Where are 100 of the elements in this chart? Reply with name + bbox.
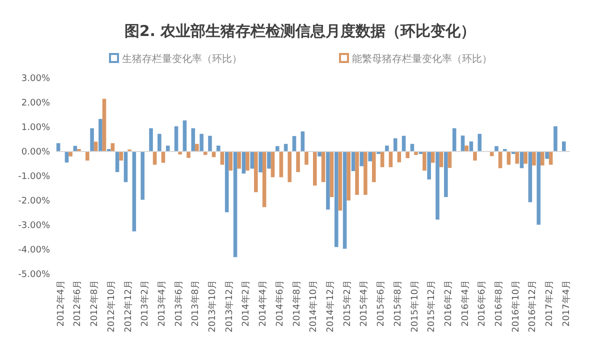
bar (250, 152, 254, 169)
bar (166, 146, 170, 152)
bar (464, 146, 468, 152)
x-tick-label: 2012年4月 (55, 280, 66, 327)
bar (267, 152, 271, 169)
y-tick-label: -1.00% (18, 172, 50, 182)
bar (524, 152, 528, 164)
x-tick-label: 2014年2月 (240, 280, 252, 327)
bar (540, 152, 544, 166)
x-tick-label: 2013年12月 (224, 280, 235, 332)
bar (364, 152, 368, 195)
bar (224, 152, 229, 212)
bar (186, 152, 190, 158)
bar (140, 152, 144, 200)
bar (406, 152, 410, 158)
bar (216, 146, 220, 152)
x-tick-label: 2013年10月 (207, 280, 218, 332)
x-tick-label: 2015年4月 (358, 280, 370, 327)
x-tick-label: 2014年4月 (258, 280, 269, 327)
bar (288, 152, 292, 182)
x-tick-label: 2013年8月 (190, 280, 202, 327)
bar (422, 152, 426, 171)
bar (279, 152, 284, 178)
bar (430, 152, 435, 163)
bar (119, 152, 123, 161)
bar (270, 152, 275, 178)
bar (397, 152, 402, 162)
bar (528, 152, 532, 202)
x-tick-label: 2014年12月 (325, 280, 336, 332)
bar (300, 131, 305, 152)
x-tick-label: 2016年2月 (442, 280, 454, 327)
bar (246, 152, 250, 171)
bar (242, 152, 246, 174)
bar (304, 152, 308, 165)
bar (313, 152, 317, 186)
bar (494, 146, 498, 152)
bar (532, 152, 536, 166)
x-tick-label: 2014年8月 (291, 280, 302, 327)
bar (393, 138, 398, 152)
x-tick-label: 2012年10月 (106, 280, 117, 332)
x-tick-label: 2012年6月 (72, 280, 84, 327)
bar (372, 152, 376, 182)
chart-title: 图2. 农业部生猪存栏检测信息月度数据（环比变化） (124, 22, 476, 40)
bar (262, 152, 266, 208)
x-tick-label: 2016年8月 (494, 280, 505, 327)
bar (102, 98, 106, 152)
bar (228, 152, 233, 171)
x-tick-label: 2015年8月 (392, 280, 404, 327)
bar (326, 152, 330, 210)
bar (562, 141, 566, 152)
bar (342, 152, 347, 249)
bar (338, 152, 342, 211)
bar (296, 152, 300, 172)
x-tick-label: 2016年12月 (527, 280, 538, 332)
x-tick-label: 2015年6月 (376, 280, 387, 327)
bar (554, 126, 558, 152)
bar (536, 152, 541, 225)
y-tick-label: 1.00% (21, 123, 50, 134)
bar (149, 128, 153, 152)
bar (414, 152, 418, 155)
bar (355, 152, 359, 195)
x-tick-label: 2012年12月 (122, 280, 134, 332)
x-tick-label: 2015年10月 (409, 280, 420, 332)
x-tick-label: 2013年6月 (173, 280, 184, 327)
bar (161, 152, 166, 163)
y-tick-label: 2.00% (21, 98, 50, 109)
bar (385, 146, 389, 152)
bar (444, 152, 448, 198)
x-tick-label: 2015年2月 (342, 280, 353, 327)
bar (473, 152, 477, 161)
bar (427, 152, 431, 180)
x-tick-label: 2016年4月 (460, 280, 471, 327)
x-tick-label: 2013年4月 (156, 280, 168, 327)
bar (330, 152, 334, 198)
bar (321, 152, 326, 182)
bar (318, 152, 322, 156)
y-tick-label: -4.00% (18, 246, 50, 256)
bar (90, 128, 94, 152)
bar (203, 152, 208, 155)
x-tick-label: 2017年4月 (560, 280, 572, 327)
y-tick-label: -5.00% (18, 270, 50, 280)
bar (200, 134, 204, 152)
bar (436, 152, 440, 220)
x-tick-label: 2017年2月 (544, 280, 556, 327)
bar (254, 152, 258, 192)
y-tick-label: -2.00% (18, 196, 50, 207)
bar (334, 152, 338, 248)
bar (195, 144, 199, 152)
bar (276, 146, 280, 152)
bar (132, 152, 136, 232)
bar (85, 152, 90, 161)
bar (258, 152, 262, 172)
legend-label: 能繁母猪存栏量变化率（环比） (352, 53, 492, 65)
y-tick-label: 0.00% (21, 148, 50, 158)
x-tick-label: 2013年2月 (140, 280, 151, 327)
bar (98, 118, 102, 152)
bar (448, 152, 452, 168)
x-tick-label: 2014年6月 (274, 280, 286, 327)
bar (346, 152, 350, 200)
bar (292, 136, 296, 152)
